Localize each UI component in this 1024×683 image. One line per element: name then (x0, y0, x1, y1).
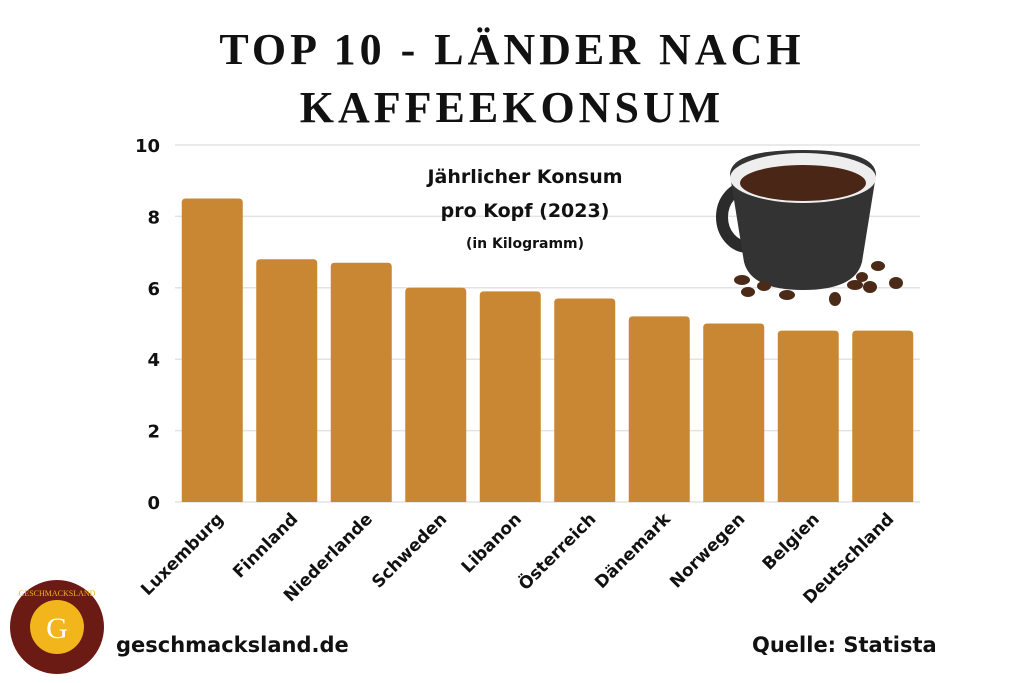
y-tick-label: 10 (135, 136, 160, 157)
coffee-cup-illustration (716, 150, 903, 306)
bar-luxemburg (181, 198, 243, 503)
x-tick-label: Dänemark (591, 509, 675, 593)
bar-belgien (777, 330, 839, 502)
x-tick-label: Österreich (514, 508, 601, 595)
bar-dänemark (628, 316, 690, 502)
chart-title-line-2: KAFFEEKONSUM (299, 83, 725, 132)
bar-österreich (554, 298, 616, 502)
x-tick-label: Luxemburg (137, 509, 227, 599)
bar-deutschland (852, 330, 914, 502)
y-tick-label: 6 (147, 279, 160, 300)
svg-text:G: G (46, 612, 68, 645)
y-tick-label: 2 (147, 422, 160, 443)
source-note: Quelle: Statista (752, 633, 937, 657)
chart-subtitle-line-2: pro Kopf (2023) (440, 200, 610, 222)
x-tick-label: Schweden (368, 509, 451, 592)
unit-note: (in Kilogramm) (465, 236, 585, 252)
x-tick-label: Belgien (759, 509, 824, 574)
x-tick-label: Finnland (229, 509, 302, 582)
bar-schweden (405, 287, 467, 502)
bar-niederlande (330, 262, 392, 502)
y-tick-label: 8 (147, 207, 160, 228)
y-tick-label: 4 (147, 350, 160, 371)
bar-finnland (256, 259, 318, 502)
bar-norwegen (703, 323, 765, 502)
svg-text:GESCHMACKSLAND: GESCHMACKSLAND (19, 589, 96, 598)
y-tick-label: 0 (147, 493, 160, 514)
bar-libanon (479, 291, 541, 502)
x-tick-label: Norwegen (666, 509, 749, 592)
chart-subtitle-line-1: Jährlicher Konsum (427, 166, 623, 188)
geschmacksland-logo: G GESCHMACKSLAND (10, 580, 104, 674)
x-tick-label: Libanon (458, 509, 526, 577)
chart-title-line-1: TOP 10 - LÄNDER NACH (219, 25, 805, 74)
website-link[interactable]: geschmacksland.de (116, 633, 349, 657)
